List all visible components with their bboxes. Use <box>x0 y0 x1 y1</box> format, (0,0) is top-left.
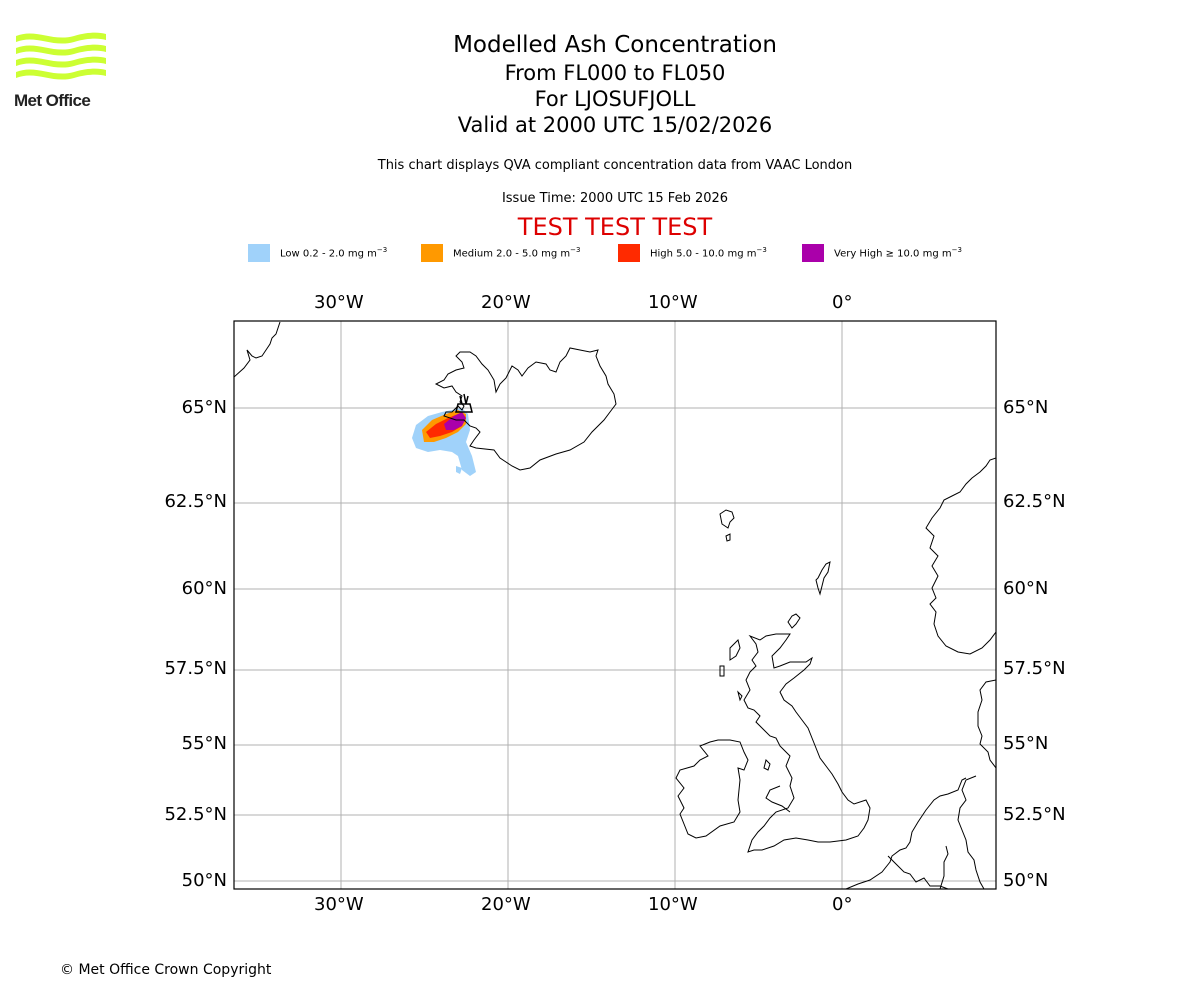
lon-tick-top-0: 0° <box>832 292 853 313</box>
met-office-logo <box>14 30 108 112</box>
ash-plume <box>412 408 476 476</box>
lon-tick-top-20w: 20°W <box>481 292 531 313</box>
legend-swatch-high <box>618 244 640 262</box>
chart-description: This chart displays QVA compliant concen… <box>377 158 853 173</box>
legend-item-medium: Medium 2.0 - 5.0 mg m−3 <box>421 244 580 262</box>
legend-item-high: High 5.0 - 10.0 mg m−3 <box>618 244 767 262</box>
lon-tick-top-10w: 10°W <box>648 292 698 313</box>
valid-time: Valid at 2000 UTC 15/02/2026 <box>457 113 773 137</box>
map-frame <box>233 320 997 890</box>
lat-tick-right-60n: 60°N <box>1003 578 1049 599</box>
lon-tick-bottom-10w: 10°W <box>648 894 698 915</box>
lat-tick-left-52-5n: 52.5°N <box>164 804 227 825</box>
legend-item-very-high: Very High ≥ 10.0 mg m−3 <box>802 244 962 262</box>
lat-tick-right-55n: 55°N <box>1003 733 1049 754</box>
graticule <box>234 321 996 889</box>
lat-tick-left-65n: 65°N <box>181 397 227 418</box>
legend-label-very-high: Very High ≥ 10.0 mg m <box>834 248 952 260</box>
met-office-waves-icon <box>16 32 106 80</box>
chart-title: Modelled Ash Concentration <box>453 32 777 58</box>
logo-text: Met Office <box>14 91 91 110</box>
legend-label-medium: Medium 2.0 - 5.0 mg m <box>453 248 571 260</box>
chart-title-block: Modelled Ash Concentration From FL000 to… <box>0 30 1200 138</box>
ash-very-high <box>444 412 466 430</box>
lon-tick-bottom-20w: 20°W <box>481 894 531 915</box>
legend-label-high: High 5.0 - 10.0 mg m <box>650 248 757 260</box>
lat-tick-right-62-5n: 62.5°N <box>1003 491 1066 512</box>
lat-tick-right-65n: 65°N <box>1003 397 1049 418</box>
lat-tick-left-50n: 50°N <box>181 870 227 891</box>
lat-tick-right-52-5n: 52.5°N <box>1003 804 1066 825</box>
legend-swatch-medium <box>421 244 443 262</box>
legend-item-low: Low 0.2 - 2.0 mg m−3 <box>248 244 387 262</box>
lat-tick-left-55n: 55°N <box>181 733 227 754</box>
lon-tick-top-30w: 30°W <box>314 292 364 313</box>
coastlines <box>234 321 996 889</box>
lat-tick-right-50n: 50°N <box>1003 870 1049 891</box>
lon-tick-bottom-0: 0° <box>832 894 853 915</box>
copyright-notice: © Met Office Crown Copyright <box>60 962 272 978</box>
lat-tick-left-57-5n: 57.5°N <box>164 658 227 679</box>
legend-swatch-very-high <box>802 244 824 262</box>
test-banner: TEST TEST TEST <box>517 213 713 241</box>
lat-tick-right-57-5n: 57.5°N <box>1003 658 1066 679</box>
lat-tick-left-62-5n: 62.5°N <box>164 491 227 512</box>
volcano-name: For LJOSUFJOLL <box>534 87 696 111</box>
lon-tick-bottom-30w: 30°W <box>314 894 364 915</box>
legend-swatch-low <box>248 244 270 262</box>
legend-label-low: Low 0.2 - 2.0 mg m <box>280 248 377 260</box>
lat-tick-left-60n: 60°N <box>181 578 227 599</box>
flight-level-range: From FL000 to FL050 <box>504 61 726 85</box>
issue-time: Issue Time: 2000 UTC 15 Feb 2026 <box>501 191 729 206</box>
